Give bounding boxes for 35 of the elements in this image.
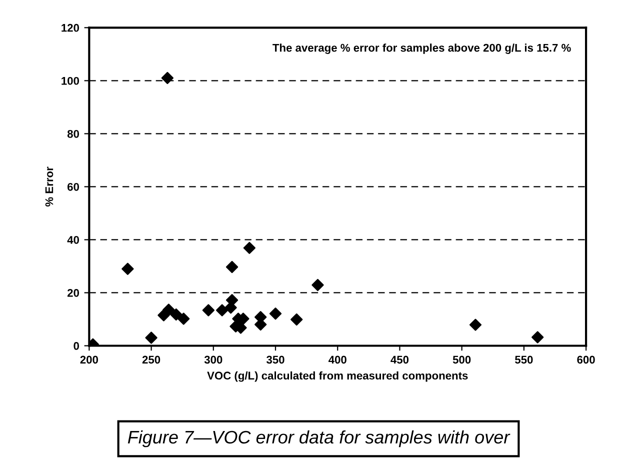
y-tick-label: 0 [74,342,80,350]
point [202,304,214,316]
point [469,318,482,331]
x-axis-title: VOC (g/L) calculated from measured components [207,371,468,382]
x-tick-label: 550 [515,356,533,364]
annotation: The average % error for samples above 200 g/L is 15.7 % [272,44,571,54]
point [178,312,190,325]
caption: Figure 7—VOC error data for samples with over [128,430,510,448]
x-tick-label: 500 [452,356,471,364]
x-tick-label: 600 [577,356,595,364]
point [269,308,282,320]
y-tick-label: 120 [62,24,80,32]
point [532,331,544,344]
point [243,242,256,254]
point [290,313,303,326]
x-tick-label: 450 [390,356,409,364]
y-tick-label: 20 [67,289,80,297]
x-tick-label: 200 [80,356,98,364]
y-tick-label: 80 [67,130,80,138]
point [122,262,134,275]
point [161,72,174,84]
x-tick-label: 400 [328,356,346,364]
point [312,278,324,292]
point [162,304,175,316]
x-tick-label: 350 [266,356,284,364]
y-tick-label: 40 [67,236,80,244]
y-axis-title: % Error [45,166,54,206]
point [226,260,238,274]
point [170,308,182,321]
x-tick-label: 300 [204,356,222,364]
x-tick-label: 250 [142,356,160,364]
point [216,304,228,316]
y-tick-label: 60 [68,182,80,191]
y-tick-label: 100 [62,76,80,85]
point [145,332,158,344]
